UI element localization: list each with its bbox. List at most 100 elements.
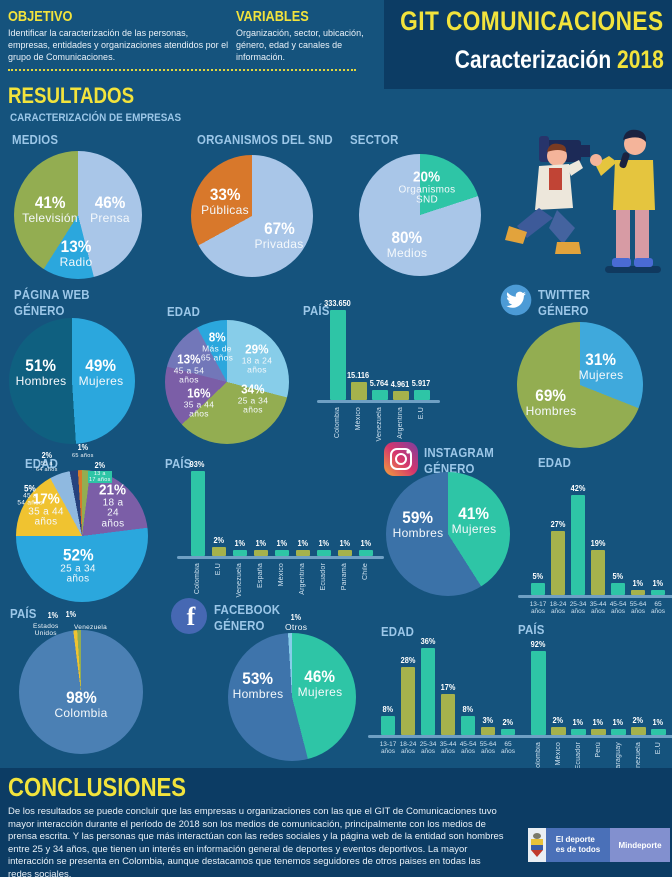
bar-value-label: 4.961 bbox=[391, 380, 410, 389]
bar-category-label: E.U bbox=[654, 742, 662, 755]
conclusiones-heading: CONCLUSIONES bbox=[8, 772, 187, 802]
bar-category-label: México bbox=[554, 742, 562, 766]
bar bbox=[421, 648, 435, 735]
bar bbox=[610, 729, 626, 735]
bar-value-label: 15.116 bbox=[347, 371, 370, 380]
bar bbox=[631, 590, 645, 595]
paginaweb-edad-pie: 29% 18 a 24 años 34% 25 a 34 años 16% 35… bbox=[165, 320, 289, 444]
svg-text:f: f bbox=[187, 602, 196, 631]
bar-value-label: 19% bbox=[590, 539, 606, 548]
pie-slice-label: 59% Hombres bbox=[392, 507, 444, 540]
dotted-divider bbox=[8, 69, 356, 71]
main-subtitle: Caracterización 2018 bbox=[455, 46, 664, 75]
bar-column: 1% bbox=[250, 539, 271, 556]
bar-category-label: E.U bbox=[215, 563, 222, 576]
bar-value-label: 42% bbox=[570, 484, 586, 493]
instagram-pais-heading: PAÍS bbox=[10, 606, 37, 621]
pie-slice-label: 46% Mujeres bbox=[297, 666, 343, 699]
bar-value-label: 8% bbox=[382, 705, 394, 714]
bar-column: 28% bbox=[398, 656, 418, 735]
objetivo-text: Identificar la caracterización de las pe… bbox=[8, 28, 229, 62]
journalists-illustration bbox=[505, 129, 661, 273]
bar-category-label: 13-17 años bbox=[379, 741, 397, 756]
bar-value-label: 5.917 bbox=[412, 379, 431, 388]
bar bbox=[591, 550, 605, 595]
bar-value-label: 1% bbox=[276, 539, 287, 548]
bar-category-label: 65 años bbox=[500, 741, 516, 756]
bar-category-label: Ecuador bbox=[574, 742, 582, 770]
pie-slice-label: 1% bbox=[65, 610, 76, 619]
axis-line bbox=[518, 595, 672, 598]
caracterizacion-subheading: CARACTERIZACIÓN DE EMPRESAS bbox=[10, 112, 182, 124]
bar-column: 333.650 bbox=[324, 299, 351, 400]
bar bbox=[253, 550, 268, 556]
bar bbox=[531, 583, 545, 595]
mindeporte-logo: Mindeporte bbox=[610, 828, 670, 862]
bar-column: 36% bbox=[418, 637, 438, 735]
bar-value-label: 3% bbox=[482, 716, 494, 725]
bar-category-label: 25-34 años bbox=[569, 601, 587, 616]
bar-value-label: 1% bbox=[318, 539, 329, 548]
twitter-genero-pie: 31% Mujeres 69% Hombres bbox=[517, 322, 643, 448]
bar-value-label: 1% bbox=[592, 718, 604, 727]
government-logo-bar: El deporte es de todos Mindeporte bbox=[528, 828, 670, 862]
bar-column: 1% bbox=[292, 539, 313, 556]
bar-column: 3% bbox=[478, 716, 498, 735]
reporter-figure bbox=[590, 129, 661, 273]
bar-category-label: 25-34 años bbox=[419, 741, 437, 756]
bar-column: 1% bbox=[229, 539, 250, 556]
bar-column: 5% bbox=[608, 572, 628, 595]
bar-column: 2% bbox=[208, 536, 229, 556]
deporte-logo: El deporte es de todos bbox=[546, 828, 610, 862]
instagram-pais-pie: 98% Colombia bbox=[19, 630, 143, 754]
organismos-pie: 67% Privadas 33% Públicas bbox=[191, 155, 313, 277]
bar-column: 2% bbox=[548, 716, 568, 735]
bar-category-label: E.U bbox=[418, 407, 425, 420]
bar-value-label: 36% bbox=[420, 637, 436, 646]
bar bbox=[481, 727, 495, 735]
paginaweb-edad-pie-chart bbox=[165, 320, 289, 444]
pie-slice-label: 21% 18 a 24 años bbox=[99, 481, 127, 530]
pie-slice-label: 1% 65 años bbox=[72, 443, 94, 459]
bar-category-label: 45-54 años bbox=[609, 601, 627, 616]
bar bbox=[295, 550, 310, 556]
instagram-edad-bar-chart: 5% 27% 42% 19% 5% 1% 1% 13-17 años 18-24 años 25-… bbox=[518, 483, 672, 618]
bar-category-label: Colombia bbox=[194, 563, 201, 595]
instagram-icon bbox=[384, 442, 418, 476]
facebook-genero-pie-chart bbox=[228, 633, 356, 761]
bar-value-label: 333.650 bbox=[324, 299, 351, 308]
bar bbox=[329, 310, 346, 400]
bar-category-label: Argentina bbox=[299, 563, 306, 595]
bar-column: 5.764 bbox=[369, 379, 390, 400]
bar-column: 1% bbox=[588, 718, 608, 735]
axis-line bbox=[518, 735, 672, 738]
bar bbox=[337, 550, 352, 556]
bar-value-label: 93% bbox=[190, 460, 205, 469]
pie-slice-label: 31% Mujeres bbox=[578, 349, 624, 382]
paginaweb-heading: PÁGINA WEB bbox=[14, 287, 90, 302]
pie-slice-label: 46% Prensa bbox=[90, 192, 130, 225]
bar-category-label: México bbox=[278, 563, 285, 587]
pie-slice-label: 13% 45 a 54 años bbox=[173, 351, 205, 384]
bar-column: 17% bbox=[438, 683, 458, 735]
bar-value-label: 1% bbox=[652, 579, 664, 588]
pie-slice-label: 34% 25 a 34 años bbox=[237, 381, 269, 414]
bar-category-label: 35-44 años bbox=[439, 741, 457, 756]
twitter-genero-heading: GÉNERO bbox=[538, 303, 589, 318]
sector-pie: 20% Organismos SND 80% Medios bbox=[359, 154, 481, 276]
bar-column: 1% bbox=[334, 539, 355, 556]
bar bbox=[316, 550, 331, 556]
bar bbox=[381, 716, 395, 735]
bar-value-label: 92% bbox=[530, 640, 546, 649]
bar-column: 19% bbox=[588, 539, 608, 595]
resultados-heading: RESULTADOS bbox=[8, 83, 135, 108]
bar-category-label: 65 años bbox=[650, 601, 666, 616]
bar-column: 2% bbox=[628, 716, 648, 735]
facebook-pais-heading: PAÍS bbox=[518, 622, 545, 637]
pie-slice-label: 33% Públicas bbox=[201, 184, 249, 217]
subtitle-year: 2018 bbox=[617, 46, 664, 74]
twitter-edad-heading: EDAD bbox=[25, 456, 59, 471]
bar-value-label: 1% bbox=[339, 539, 350, 548]
bar-value-label: 5.764 bbox=[370, 379, 389, 388]
variables-text: Organización, sector, ubicación, género,… bbox=[236, 28, 364, 62]
